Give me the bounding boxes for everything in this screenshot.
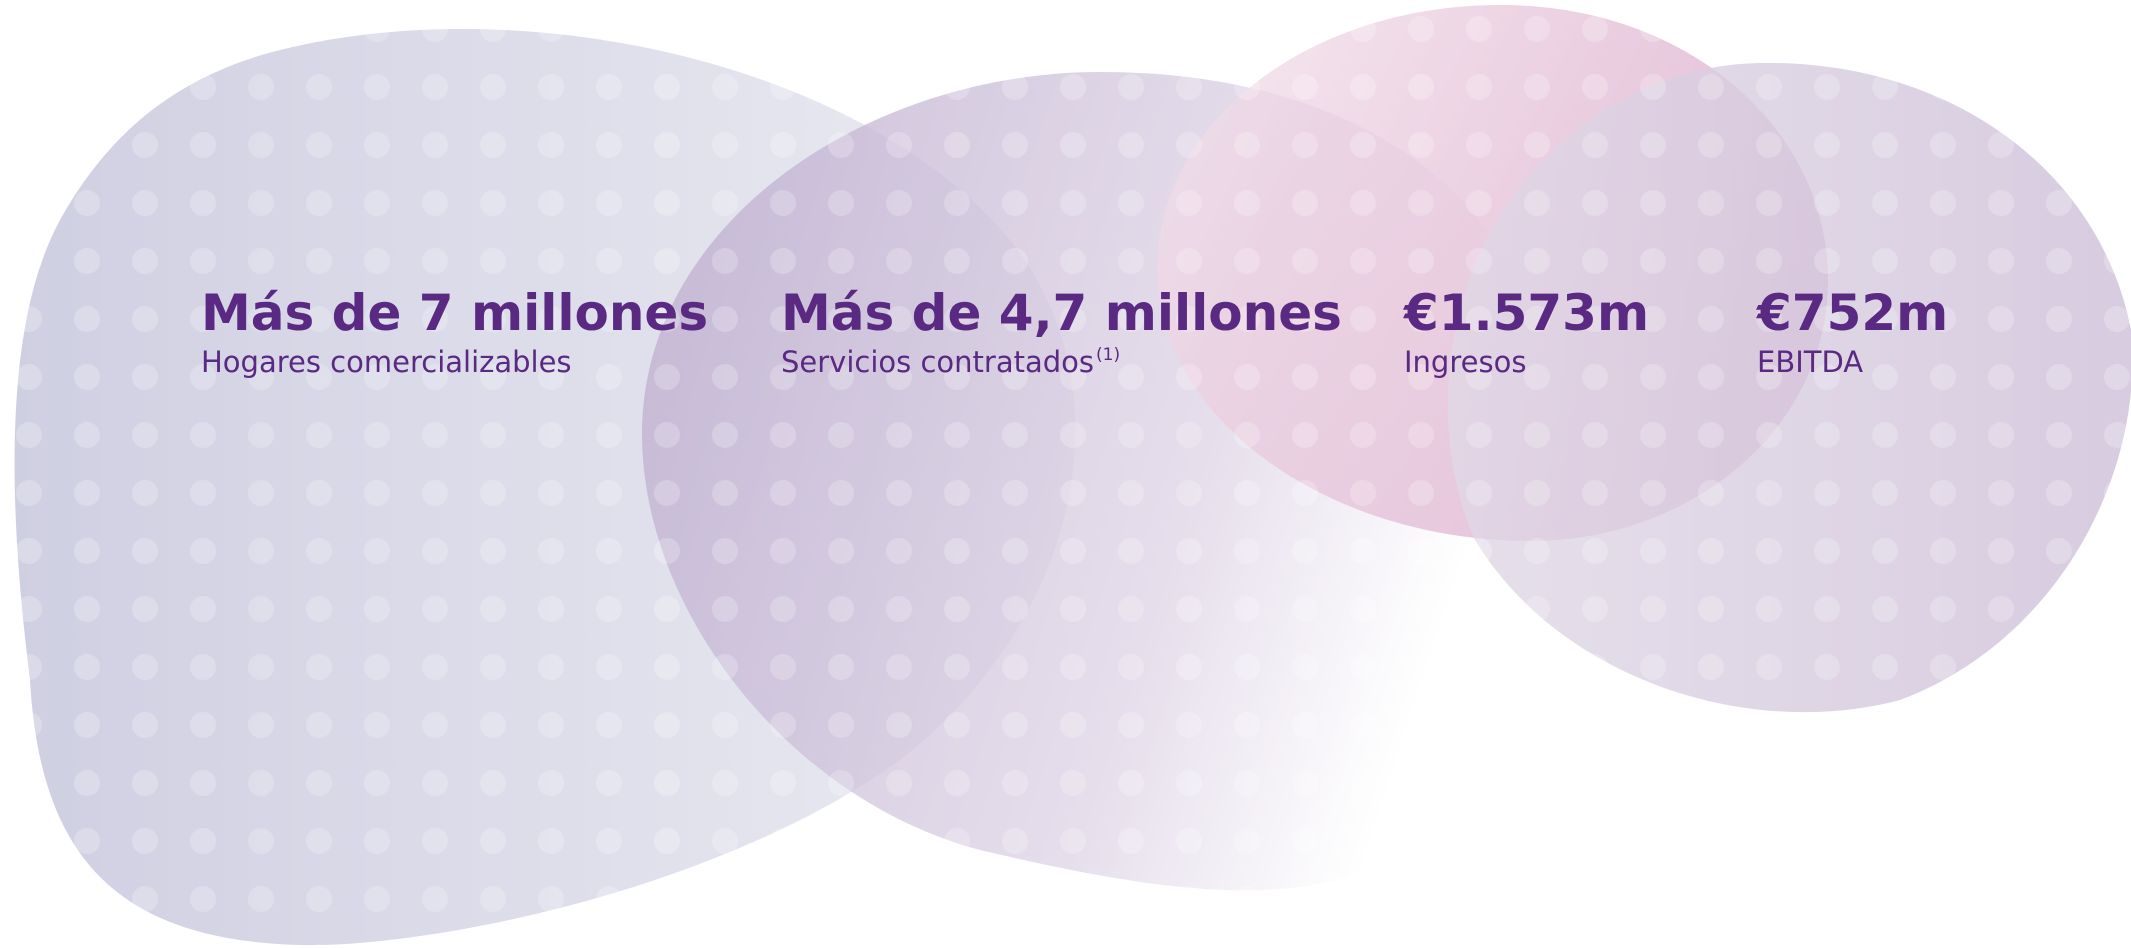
stat-value: €1.573m: [1403, 284, 1649, 342]
stat-value: €752m: [1756, 284, 1948, 342]
stat-value: Más de 7 millones: [201, 284, 708, 342]
stat-label: Servicios contratados: [781, 345, 1094, 379]
stat-label: Ingresos: [1404, 345, 1526, 379]
stat-note: (1): [1096, 345, 1120, 365]
stat-label: Hogares comercializables: [201, 345, 572, 379]
stat-label: EBITDA: [1757, 345, 1863, 379]
stat-value: Más de 4,7 millones: [781, 284, 1342, 342]
